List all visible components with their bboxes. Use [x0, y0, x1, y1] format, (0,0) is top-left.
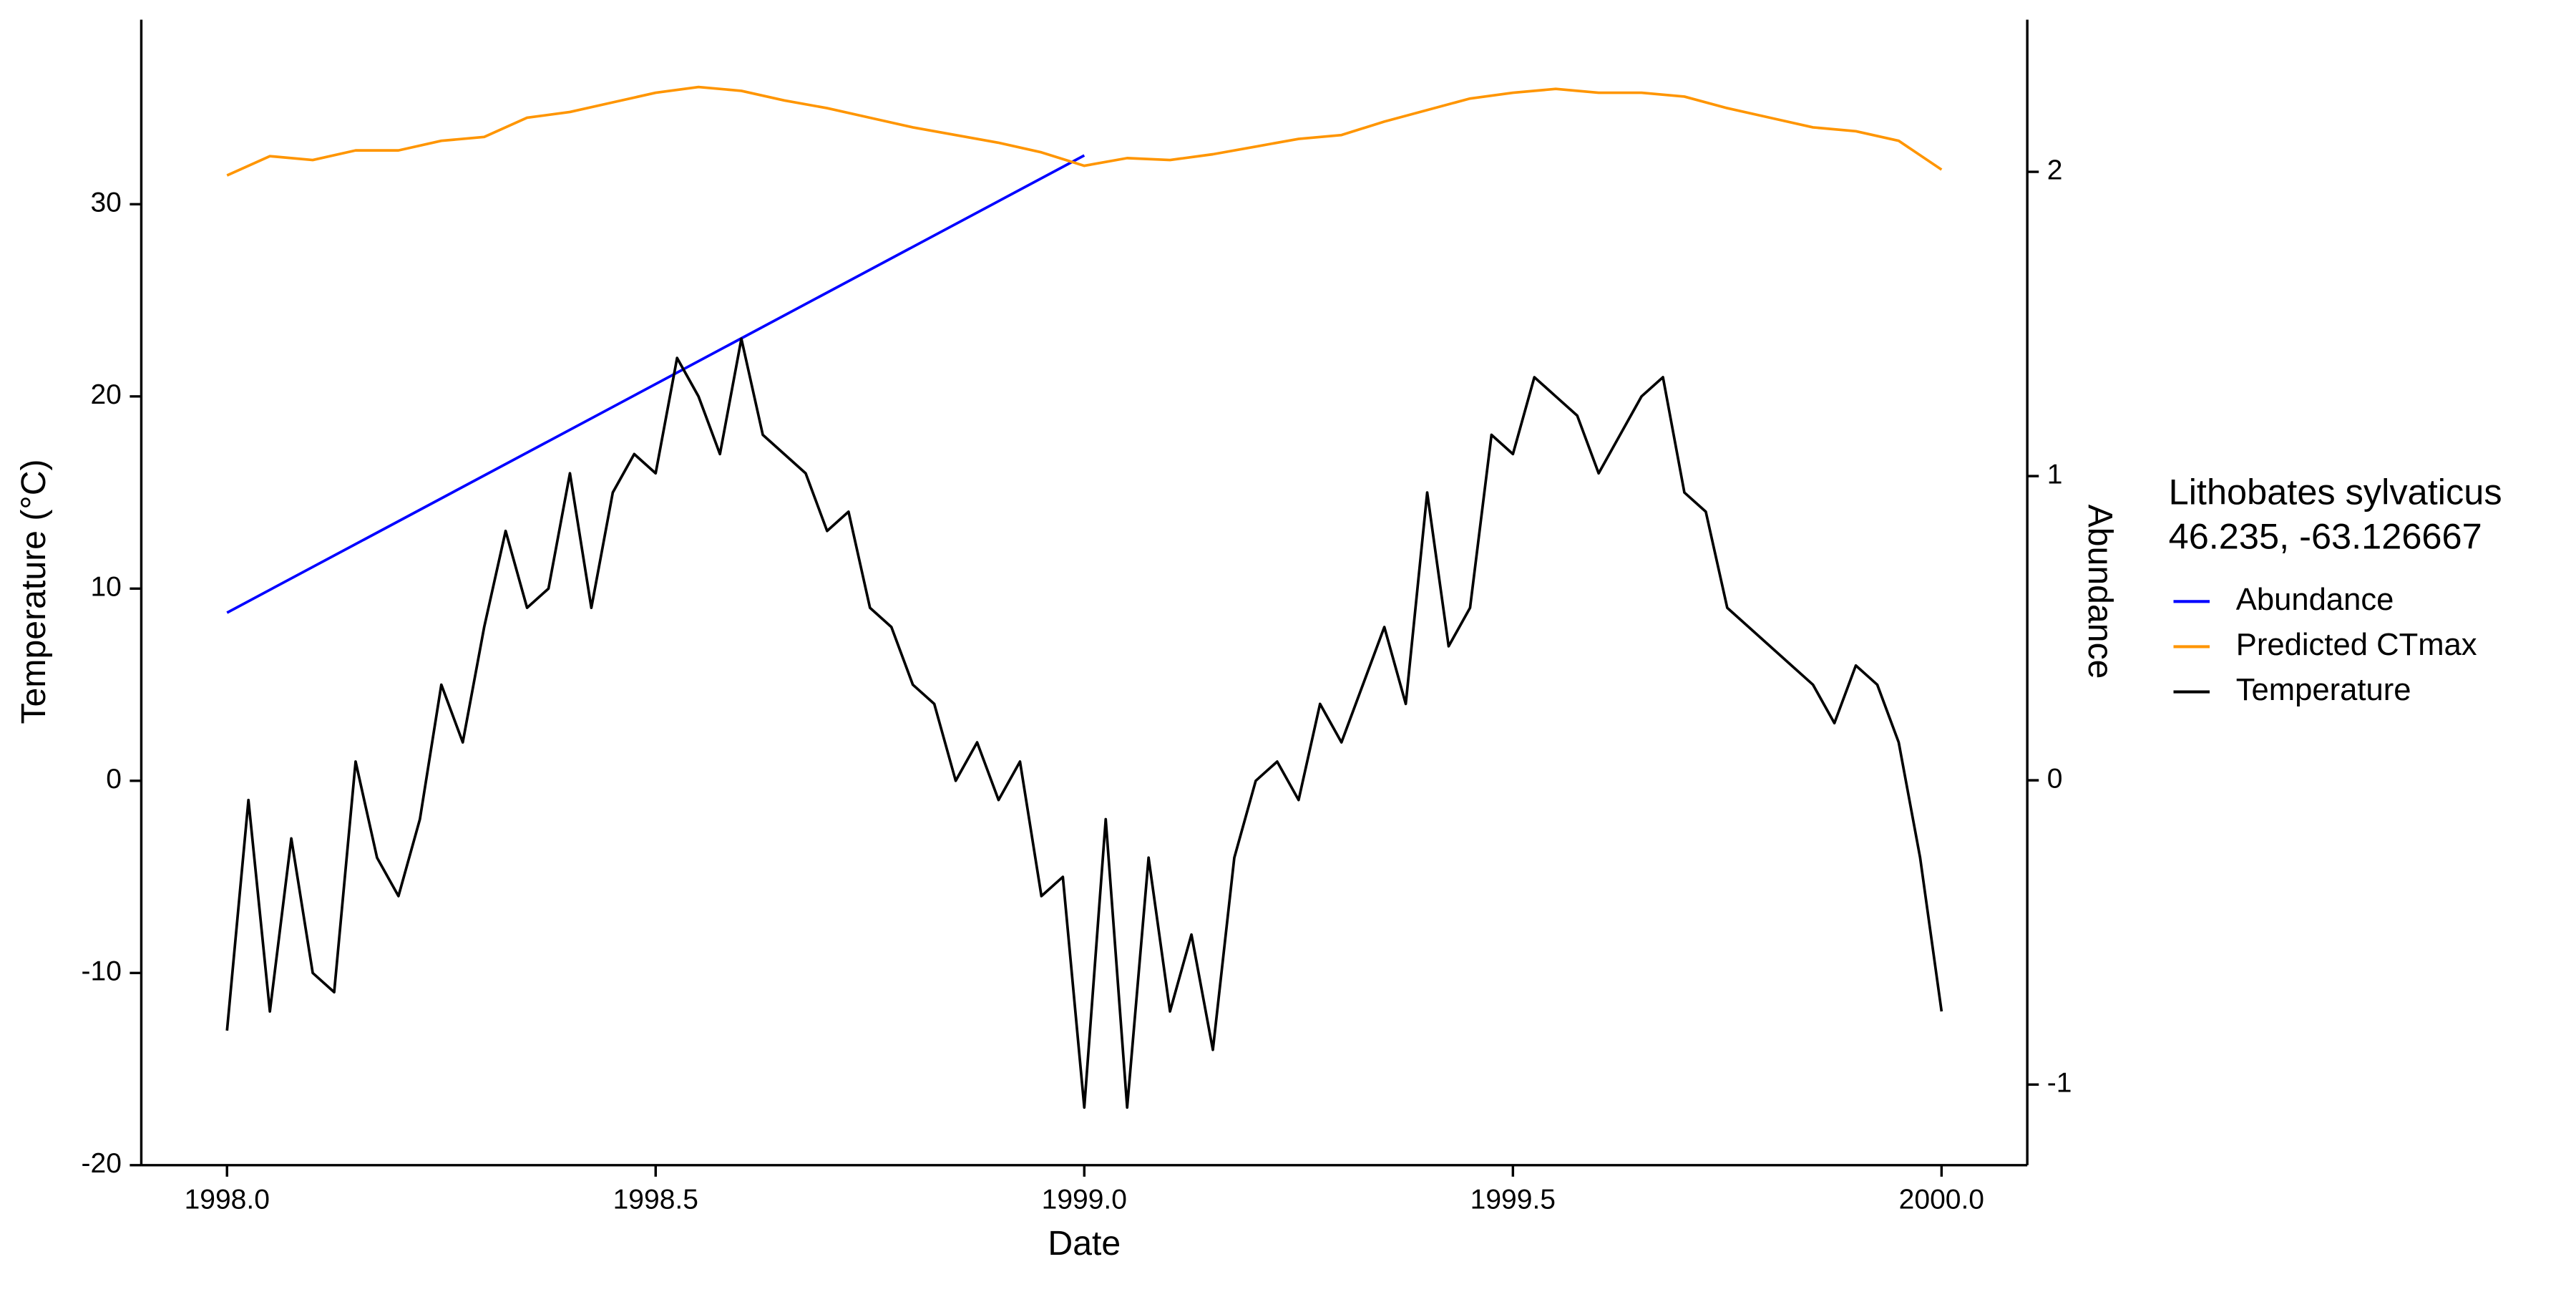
y2-tick-label: 0	[2047, 763, 2063, 794]
series-line	[226, 85, 1943, 177]
x-axis-title: Date	[1048, 1224, 1121, 1263]
x-tick-label: 1998.0	[185, 1185, 270, 1215]
y2-tick-label: -1	[2047, 1067, 2072, 1098]
legend-label: Abundance	[2236, 583, 2394, 617]
x-tick-label: 1999.0	[1042, 1185, 1127, 1215]
x-tick-label: 1998.5	[613, 1185, 698, 1215]
x-tick-label: 2000.0	[1899, 1185, 1984, 1215]
y2-tick-label: 1	[2047, 459, 2063, 490]
legend-label: Predicted CTmax	[2236, 628, 2477, 662]
x-tick-label: 1999.5	[1470, 1185, 1556, 1215]
y-axis-title: Temperature (°C)	[14, 459, 53, 724]
y-tick-label: 0	[106, 764, 122, 795]
y-tick-label: 10	[90, 572, 121, 603]
y-tick-label: -10	[82, 956, 122, 987]
legend-label: Temperature	[2236, 673, 2411, 707]
legend-title: 46.235, -63.126667	[2169, 515, 2482, 556]
y2-axis-title: Abundance	[2081, 505, 2119, 679]
y-tick-label: 20	[90, 379, 121, 410]
series-line	[225, 337, 1943, 1109]
y-tick-label: 30	[90, 188, 121, 218]
series-line	[226, 154, 1085, 614]
y2-tick-label: 2	[2047, 155, 2063, 185]
y-tick-label: -20	[82, 1148, 122, 1179]
legend-title: Lithobates sylvaticus	[2169, 471, 2502, 512]
